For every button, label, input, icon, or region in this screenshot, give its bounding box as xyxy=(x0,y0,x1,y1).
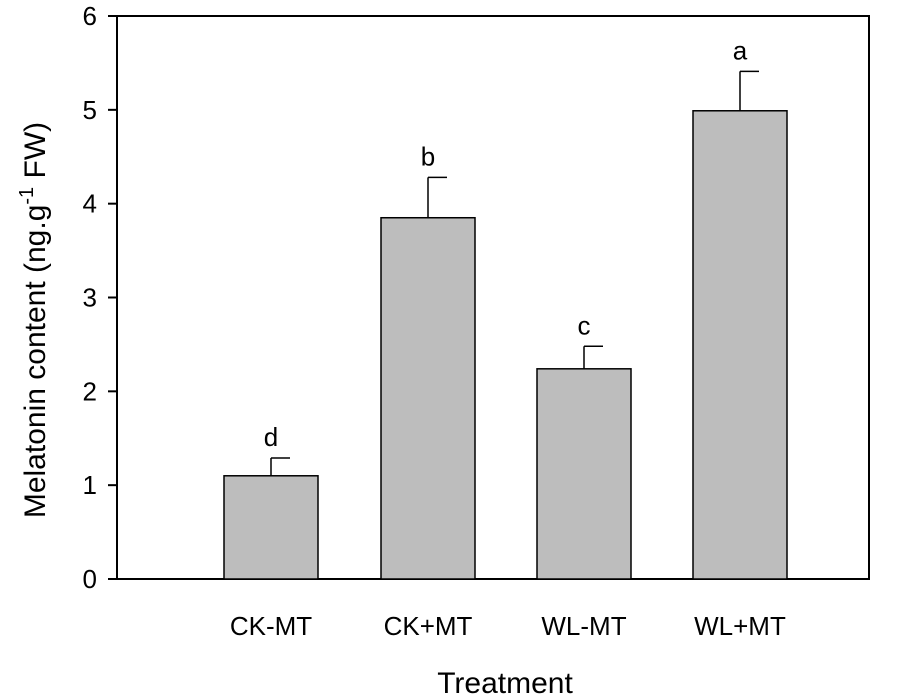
significance-letter-WL+MT: a xyxy=(733,35,748,65)
bar-CK-MT xyxy=(223,475,319,580)
x-category-label: WL+MT xyxy=(694,611,786,641)
y-axis-title-superscript: -1 xyxy=(16,187,38,205)
y-tick-label: 5 xyxy=(83,95,97,125)
bar-WL-MT xyxy=(536,368,632,580)
y-tick-label: 6 xyxy=(83,1,97,31)
significance-letter-WL-MT: c xyxy=(578,310,591,340)
y-tick-label: 2 xyxy=(83,376,97,406)
significance-letter-CK+MT: b xyxy=(421,141,435,171)
y-tick-label: 4 xyxy=(83,189,97,219)
significance-letter-CK-MT: d xyxy=(264,422,278,452)
y-axis-title-prefix: Melatonin content (ng.g xyxy=(19,205,52,519)
x-axis-title: Treatment xyxy=(437,667,573,697)
bar-CK+MT xyxy=(380,216,476,580)
y-axis-title-suffix: FW) xyxy=(19,122,52,187)
x-category-label: CK+MT xyxy=(384,611,473,641)
x-category-label: CK-MT xyxy=(230,611,312,641)
x-axis-category-labels: CK-MT CK+MT WL-MT WL+MT xyxy=(230,611,786,641)
y-axis-ticks: 0 1 2 3 4 5 6 xyxy=(83,1,117,594)
y-axis-title: Melatonin content (ng.g-1 FW) xyxy=(16,122,52,518)
y-tick-label: 3 xyxy=(83,283,97,313)
y-tick-label: 0 xyxy=(83,564,97,594)
y-tick-label: 1 xyxy=(83,470,97,500)
bar-WL+MT xyxy=(692,110,788,580)
x-category-label: WL-MT xyxy=(541,611,626,641)
bars: d b c a xyxy=(223,35,788,580)
